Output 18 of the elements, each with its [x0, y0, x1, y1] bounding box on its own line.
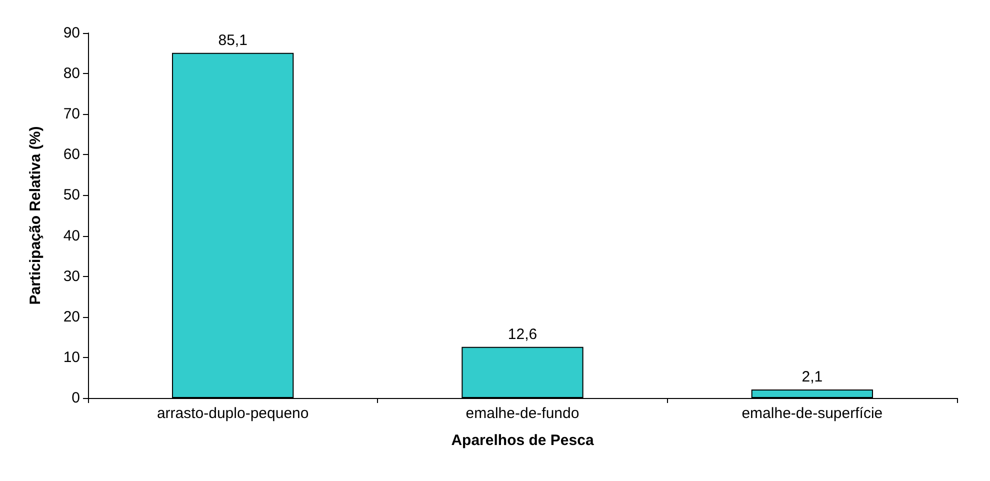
y-tick-label: 40 [63, 227, 80, 244]
y-tick-label: 20 [63, 308, 80, 326]
data-label: 2,1 [802, 368, 823, 386]
x-axis-title: Aparelhos de Pesca [451, 432, 594, 449]
y-tick-label: 90 [63, 24, 80, 42]
y-tick-label: 0 [72, 390, 80, 406]
data-label: 12,6 [508, 326, 538, 343]
x-tick-label: arrasto-duplo-pequeno [156, 405, 309, 422]
y-tick-label: 10 [63, 348, 80, 366]
y-tick-label: 50 [63, 186, 80, 204]
y-axis-title: Participação Relativa (%) [27, 126, 44, 305]
y-tick-label: 30 [63, 268, 80, 285]
data-label: 85,1 [218, 32, 248, 49]
y-tick-label: 80 [63, 65, 80, 82]
x-tick-label: emalhe-de-superfície [742, 405, 883, 422]
y-tick-label: 60 [63, 146, 80, 164]
y-tick-label: 70 [63, 106, 80, 123]
x-tick-label: emalhe-de-fundo [466, 405, 580, 422]
